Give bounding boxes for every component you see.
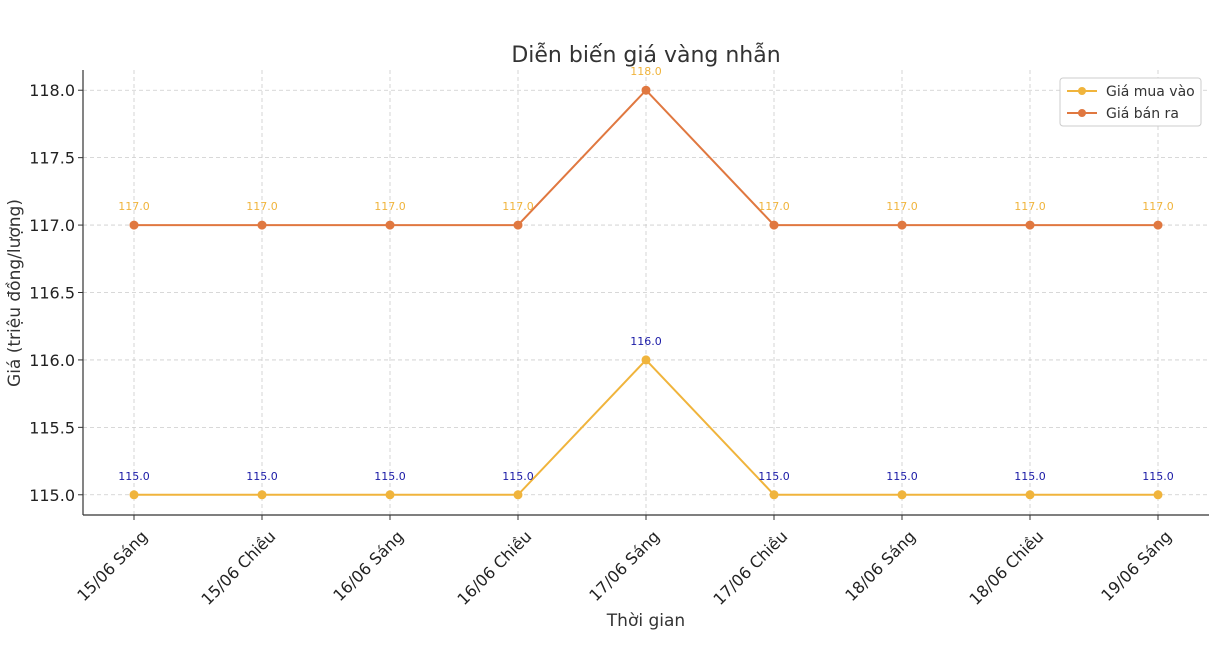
legend-swatch-marker [1078,109,1086,117]
data-label: 115.0 [374,470,406,483]
data-point [513,490,523,500]
data-label: 117.0 [502,200,534,213]
data-label: 117.0 [118,200,150,213]
data-label: 115.0 [886,470,918,483]
data-label: 117.0 [1142,200,1174,213]
data-point [513,220,523,230]
data-label: 117.0 [246,200,278,213]
x-tick-label: 18/06 Sáng [841,527,919,605]
y-tick-label: 116.5 [29,284,75,303]
data-point [129,220,139,230]
data-point [385,490,395,500]
data-label: 115.0 [758,470,790,483]
data-point [1025,220,1035,230]
y-tick-label: 118.0 [29,81,75,100]
legend-swatch-marker [1078,87,1086,95]
data-label: 115.0 [1014,470,1046,483]
y-tick-label: 117.5 [29,149,75,168]
x-tick-label: 16/06 Sáng [329,527,407,605]
data-point [769,490,779,500]
x-tick-label: 15/06 Chiều [197,527,279,609]
y-axis-title: Giá (triệu đồng/lượng) [4,199,25,387]
grid [83,70,1209,515]
x-tick-label: 17/06 Sáng [585,527,663,605]
y-tick-label: 117.0 [29,216,75,235]
data-label: 118.0 [630,65,662,78]
y-tick-label: 115.5 [29,418,75,437]
data-point [897,220,907,230]
data-label: 115.0 [246,470,278,483]
data-label: 117.0 [886,200,918,213]
data-point [897,490,907,500]
y-tick-label: 115.0 [29,486,75,505]
series [129,85,1163,500]
legend-label: Giá bán ra [1106,106,1179,122]
x-tick-label: 15/06 Sáng [73,527,151,605]
data-point [1025,490,1035,500]
data-label: 117.0 [758,200,790,213]
data-point [641,355,651,365]
legend: Giá mua vào Giá bán ra [1059,77,1202,127]
chart-title: Diễn biến giá vàng nhẫn [511,42,780,68]
x-tick-label: 17/06 Chiều [709,527,791,609]
data-label: 115.0 [1142,470,1174,483]
data-point [1153,490,1163,500]
data-label: 117.0 [1014,200,1046,213]
x-axis-title: Thời gian [606,611,685,631]
legend-label: Giá mua vào [1106,84,1195,100]
x-tick-label: 19/06 Sáng [1097,527,1175,605]
data-point [641,85,651,95]
data-point [129,490,139,500]
data-label: 115.0 [118,470,150,483]
data-point [257,490,267,500]
x-tick-label: 18/06 Chiều [965,527,1047,609]
axes: 115.0 115.5 116.0 116.5 117.0 117.5 118.0 15/06… [29,70,1209,609]
data-point [769,220,779,230]
data-labels: 115.0 115.0 115.0 115.0 116.0 115.0 115.0 115.0… [118,65,1174,483]
data-point [257,220,267,230]
data-label: 116.0 [630,335,662,348]
data-label: 117.0 [374,200,406,213]
y-tick-label: 116.0 [29,351,75,370]
data-point [385,220,395,230]
x-tick-label: 16/06 Chiều [453,527,535,609]
data-label: 115.0 [502,470,534,483]
data-point [1153,220,1163,230]
